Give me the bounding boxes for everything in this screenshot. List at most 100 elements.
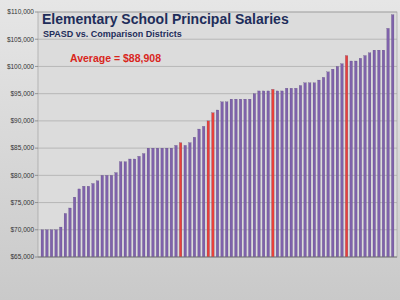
y-tick-label: $90,000 bbox=[11, 117, 35, 124]
bar bbox=[387, 28, 390, 257]
bar bbox=[46, 230, 49, 257]
bar bbox=[295, 88, 298, 257]
y-tick-label: $70,000 bbox=[11, 226, 35, 233]
y-tick-label: $95,000 bbox=[11, 90, 35, 97]
bar bbox=[258, 91, 261, 257]
bar bbox=[322, 77, 325, 257]
y-tick bbox=[35, 120, 38, 121]
y-tick bbox=[35, 175, 38, 176]
bar bbox=[355, 61, 358, 257]
grid-line bbox=[38, 257, 397, 258]
bar bbox=[212, 113, 215, 257]
y-tick bbox=[35, 93, 38, 94]
bar bbox=[235, 99, 238, 257]
bar bbox=[179, 143, 182, 257]
chart: $65,000 $70,000 $75,000 $80,000 $85,000 $90,0… bbox=[0, 0, 400, 300]
bar bbox=[156, 148, 159, 257]
bar bbox=[147, 148, 150, 257]
bar bbox=[276, 91, 279, 257]
bar bbox=[78, 189, 81, 257]
bar bbox=[59, 227, 62, 257]
annotation: Average = $88,908 bbox=[70, 52, 161, 64]
y-tick bbox=[35, 39, 38, 40]
bar bbox=[55, 230, 58, 257]
bar bbox=[262, 91, 265, 257]
y-tick-label: $110,000 bbox=[7, 8, 34, 15]
bar bbox=[193, 137, 196, 257]
bar bbox=[341, 64, 344, 257]
bar bbox=[166, 148, 169, 257]
bar bbox=[115, 173, 118, 257]
bar bbox=[133, 159, 136, 257]
bar bbox=[391, 15, 394, 257]
bar bbox=[308, 83, 311, 257]
bar bbox=[119, 162, 122, 257]
y-tick-label: $105,000 bbox=[7, 36, 34, 43]
y-tick bbox=[35, 257, 38, 258]
bar bbox=[170, 148, 173, 257]
bar bbox=[83, 186, 86, 257]
bar bbox=[378, 50, 381, 257]
y-tick bbox=[35, 148, 38, 149]
bar bbox=[110, 175, 113, 257]
subtitle: SPASD vs. Comparison Districts bbox=[43, 29, 182, 39]
y-tick-label: $85,000 bbox=[11, 144, 35, 151]
bar bbox=[267, 91, 270, 257]
bar bbox=[92, 184, 95, 258]
bar bbox=[138, 156, 141, 257]
bar bbox=[161, 148, 164, 257]
y-tick bbox=[35, 202, 38, 203]
bar bbox=[198, 129, 201, 257]
bar bbox=[318, 80, 321, 257]
bar bbox=[244, 99, 247, 257]
title: Elementary School Principal Salaries bbox=[42, 11, 289, 27]
bar bbox=[175, 145, 178, 257]
bar bbox=[129, 159, 132, 257]
bar bbox=[41, 230, 44, 257]
bar bbox=[106, 175, 109, 257]
bar bbox=[313, 83, 316, 257]
bar bbox=[207, 121, 210, 257]
bar bbox=[272, 89, 275, 257]
bar bbox=[64, 213, 67, 257]
bar bbox=[290, 88, 293, 257]
bar bbox=[184, 145, 187, 257]
bar bbox=[304, 83, 307, 257]
bar bbox=[96, 181, 99, 257]
bar bbox=[364, 56, 367, 257]
x-axis bbox=[38, 257, 397, 258]
bar bbox=[142, 154, 145, 257]
bar bbox=[249, 99, 252, 257]
bar bbox=[382, 50, 385, 257]
y-tick-label: $75,000 bbox=[11, 199, 35, 206]
bar bbox=[202, 126, 205, 257]
plot-area bbox=[38, 12, 397, 257]
bar bbox=[239, 99, 242, 257]
bar bbox=[345, 56, 348, 257]
bar bbox=[124, 162, 127, 257]
y-tick-label: $100,000 bbox=[7, 63, 34, 70]
bar bbox=[359, 58, 362, 257]
y-tick bbox=[35, 66, 38, 67]
bar bbox=[101, 175, 104, 257]
bar bbox=[230, 99, 233, 257]
bar bbox=[281, 91, 284, 257]
bar bbox=[285, 88, 288, 257]
bar bbox=[221, 102, 224, 257]
bar bbox=[189, 143, 192, 257]
bar bbox=[368, 53, 371, 257]
bar bbox=[331, 69, 334, 257]
bar bbox=[216, 110, 219, 257]
y-tick-label: $65,000 bbox=[11, 253, 35, 260]
bar bbox=[350, 61, 353, 257]
bar bbox=[87, 186, 90, 257]
bar bbox=[253, 94, 256, 257]
bar bbox=[73, 197, 76, 257]
y-tick-label: $80,000 bbox=[11, 172, 35, 179]
bar bbox=[373, 50, 376, 257]
background bbox=[0, 0, 400, 300]
bar bbox=[69, 208, 72, 257]
bar bbox=[299, 86, 302, 258]
bar bbox=[225, 102, 228, 257]
bar bbox=[50, 230, 53, 257]
